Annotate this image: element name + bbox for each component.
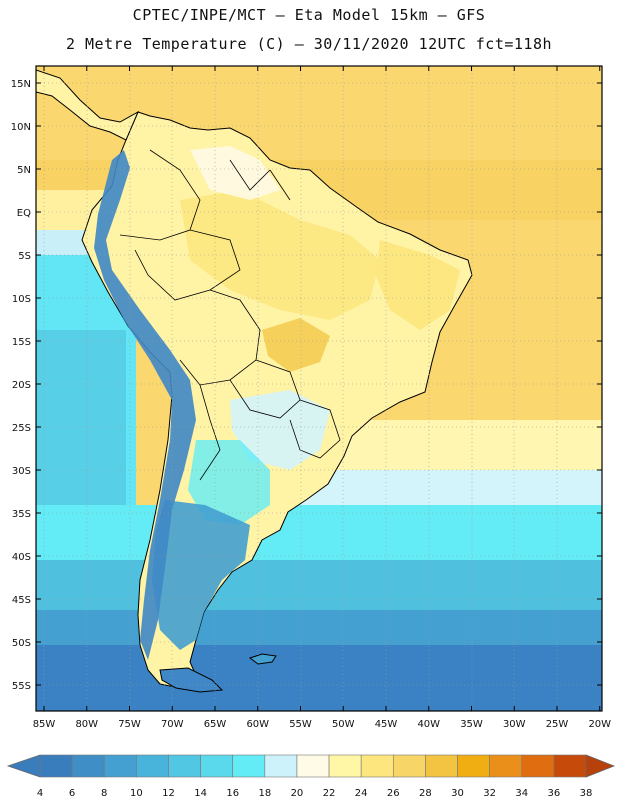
lon-label: 60W xyxy=(246,719,269,730)
legend-arrow-high xyxy=(585,754,616,778)
legend-label: 8 xyxy=(101,788,107,799)
legend-swatch xyxy=(328,754,362,778)
legend-label: 28 xyxy=(419,788,432,799)
lat-label: 10S xyxy=(12,294,31,305)
lat-label: 25S xyxy=(12,423,31,434)
legend-swatch xyxy=(168,754,201,778)
legend-arrow-low xyxy=(6,754,41,778)
map-field xyxy=(36,66,602,711)
country-borders xyxy=(119,149,341,481)
lon-label: 25W xyxy=(546,719,569,730)
map-title: CPTEC/INPE/MCT – Eta Model 15km – GFS xyxy=(132,6,486,24)
legend-label: 38 xyxy=(580,788,593,799)
andes-cold-zone xyxy=(94,150,196,660)
legend-swatch xyxy=(360,754,394,778)
legend-label: 24 xyxy=(355,788,368,799)
legend-swatch xyxy=(553,754,587,778)
lat-label: 5S xyxy=(18,251,31,262)
axis-ticks xyxy=(36,66,602,711)
legend-swatch xyxy=(39,754,73,778)
lat-label: 35S xyxy=(12,509,31,520)
lat-label: 5N xyxy=(17,165,31,176)
lon-label: 85W xyxy=(33,719,56,730)
lon-label: 35W xyxy=(460,719,483,730)
legend-label: 4 xyxy=(37,788,43,799)
lat-label: 15S xyxy=(12,337,31,348)
lat-label: 40S xyxy=(12,552,31,563)
caribbean-coast xyxy=(36,69,140,141)
lon-label: 45W xyxy=(375,719,398,730)
longitude-labels: 85W 80W 75W 70W 65W 60W 55W 50W 45W 40W 35W 30W 25W 2… xyxy=(33,719,611,730)
lon-label: 50W xyxy=(332,719,355,730)
south-brazil-mild-zone xyxy=(230,390,330,470)
cerrado-hot-zone xyxy=(262,318,330,372)
legend-swatch xyxy=(200,754,234,778)
legend-swatch xyxy=(457,754,490,778)
legend-swatch xyxy=(296,754,330,778)
color-legend-labels: 4 6 8 10 12 14 16 18 20 22 24 26 28 30 32 34 36 38 xyxy=(37,788,593,799)
tierra-del-fuego xyxy=(159,667,224,693)
legend-swatch xyxy=(136,754,169,778)
legend-swatch xyxy=(232,754,266,778)
legend-swatch xyxy=(264,754,298,778)
lon-label: 30W xyxy=(503,719,526,730)
legend-label: 36 xyxy=(548,788,561,799)
northeast-hot-zone xyxy=(376,240,460,330)
map-frame xyxy=(35,65,603,712)
lat-label: 30S xyxy=(12,466,31,477)
legend-swatch xyxy=(103,754,137,778)
lon-label: 75W xyxy=(118,719,141,730)
lon-label: 20W xyxy=(588,719,611,730)
lon-label: 65W xyxy=(204,719,227,730)
ocean-band-cold xyxy=(36,645,602,711)
lat-label: 55S xyxy=(12,681,31,692)
legend-label: 10 xyxy=(130,788,143,799)
legend-swatch xyxy=(392,754,426,778)
legend-label: 16 xyxy=(226,788,239,799)
lat-label: 50S xyxy=(12,638,31,649)
legend-swatch xyxy=(71,754,105,778)
latitude-labels: 15N 10N 5N EQ 5S 10S 15S 20S 25S 30S 35S 40S 45S 50S 5… xyxy=(11,79,31,692)
legend-swatch xyxy=(521,754,555,778)
guiana-cool-zone xyxy=(190,146,280,200)
legend-label: 14 xyxy=(194,788,207,799)
lon-label: 70W xyxy=(161,719,184,730)
lon-label: 55W xyxy=(289,719,312,730)
legend-swatch xyxy=(425,754,458,778)
lat-label: 45S xyxy=(12,595,31,606)
legend-swatch xyxy=(489,754,523,778)
legend-label: 22 xyxy=(323,788,336,799)
falkland-islands xyxy=(248,653,277,665)
lat-label: 15N xyxy=(11,79,31,90)
legend-label: 26 xyxy=(387,788,400,799)
lat-label: 10N xyxy=(11,122,31,133)
legend-label: 6 xyxy=(69,788,75,799)
map-subtitle: 2 Metre Temperature (C) – 30/11/2020 12U… xyxy=(65,35,553,53)
legend-label: 34 xyxy=(515,788,528,799)
lat-label: EQ xyxy=(17,208,31,219)
pampas-cool-zone xyxy=(188,440,270,525)
lon-label: 80W xyxy=(75,719,98,730)
color-legend xyxy=(6,754,616,778)
legend-label: 12 xyxy=(162,788,175,799)
legend-label: 30 xyxy=(451,788,464,799)
patagonia-cold-zone xyxy=(152,500,250,650)
legend-label: 18 xyxy=(258,788,271,799)
legend-label: 20 xyxy=(291,788,304,799)
lat-label: 20S xyxy=(12,380,31,391)
legend-label: 32 xyxy=(483,788,496,799)
lon-label: 40W xyxy=(417,719,440,730)
